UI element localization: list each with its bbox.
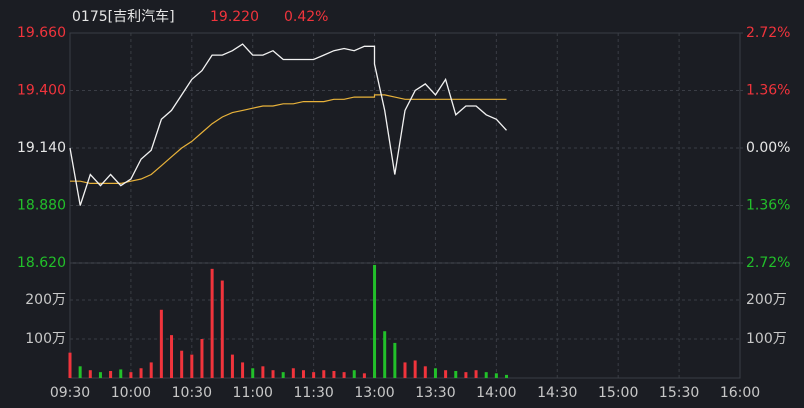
y2-tick-label: 1.36% [746,83,790,99]
volume-bar [362,373,366,378]
volume-bar [433,368,437,378]
x-tick-label: 11:30 [293,385,333,401]
volume-tick-label-right: 100万 [746,331,787,347]
x-tick-label: 10:30 [172,385,212,401]
x-tick-label: 15:00 [598,385,638,401]
y-tick-label: 19.660 [17,25,66,41]
x-tick-label: 10:00 [111,385,151,401]
volume-bar [373,264,377,378]
last-price: 19.220 [210,9,259,25]
average-line [70,94,507,184]
y-tick-label: 19.140 [17,140,66,156]
y2-tick-label: 1.36% [746,198,790,214]
volume-bar [464,372,468,378]
x-tick-label: 15:30 [659,385,699,401]
price-line [69,43,507,206]
volume-bar [301,370,305,378]
volume-bar [484,372,488,378]
volume-bar [494,373,498,378]
volume-bar [271,370,275,378]
volume-bar [342,372,346,378]
volume-bar [291,368,295,378]
volume-bar [393,342,397,378]
volume-bar [444,370,448,378]
volume-bar [251,368,255,378]
volume-bar [220,280,224,378]
x-tick-label: 16:00 [720,385,760,401]
x-tick-label: 09:30 [50,385,90,401]
y-tick-label: 19.400 [17,83,66,99]
volume-bar [261,366,265,378]
volume-bar [383,331,387,378]
volume-bar [474,370,478,378]
x-tick-label: 13:30 [415,385,455,401]
volume-bar [322,370,326,378]
volume-bar [200,339,204,378]
volume-bar [423,366,427,378]
volume-bar [241,362,245,378]
volume-bar [119,369,123,378]
change-percent: 0.42% [284,9,328,25]
y-tick-label: 18.620 [17,255,66,271]
volume-tick-label: 200万 [25,292,66,308]
volume-bar [332,370,336,378]
volume-bar [129,372,133,378]
volume-bar [68,352,72,378]
volume-bar [149,362,153,378]
y2-tick-label: 2.72% [746,25,790,41]
volume-bar [210,268,214,378]
volume-bar [413,360,417,378]
x-tick-label: 13:00 [354,385,394,401]
volume-bar [170,335,174,378]
volume-bar [505,374,509,378]
volume-bar [403,362,407,378]
volume-bar [281,372,285,378]
volume-tick-label-right: 200万 [746,292,787,308]
x-tick-label: 14:30 [537,385,577,401]
volume-bar [352,370,356,378]
volume-bar [78,366,82,378]
volume-bar [180,350,184,378]
y2-tick-label: 0.00% [746,140,790,156]
y-tick-label: 18.880 [17,198,66,214]
stock-title: 0175[吉利汽车] [72,8,175,25]
x-tick-label: 14:00 [476,385,516,401]
x-tick-label: 11:00 [233,385,273,401]
volume-bar [88,370,92,378]
volume-bar [159,309,163,378]
volume-bar [230,354,234,378]
volume-bar [312,372,316,378]
volume-tick-label: 100万 [25,331,66,347]
volume-bar [139,368,143,378]
volume-bar [190,354,194,378]
volume-bar [98,372,102,378]
volume-bar [109,370,113,378]
volume-bar [454,370,458,378]
y2-tick-label: 2.72% [746,255,790,271]
